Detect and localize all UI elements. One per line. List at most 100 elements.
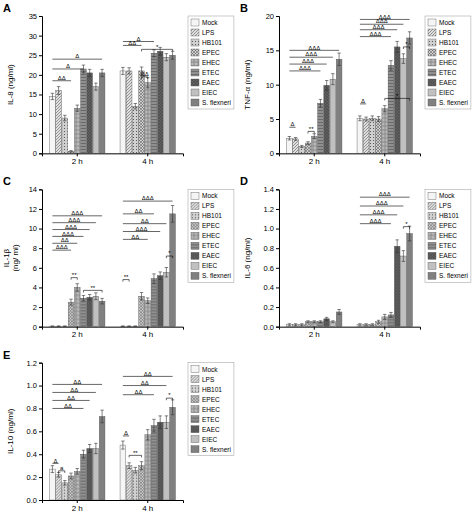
bar [394, 246, 400, 326]
error-bar [152, 274, 155, 283]
sig-label: ΔΔ [134, 208, 142, 214]
error-bar [158, 47, 161, 55]
sig-label: ΔΔΔ [302, 58, 314, 64]
error-bar [306, 321, 309, 323]
error-bar [371, 116, 374, 121]
sig-label: ** [133, 450, 138, 456]
tick-mark [147, 153, 148, 156]
y-tick: 10 [266, 81, 279, 90]
bar [87, 73, 93, 153]
error-bar [63, 481, 66, 486]
legend-label: HB101 [439, 212, 459, 219]
legend-label: S. flexneri [439, 99, 468, 106]
y-tick: 1.0 [264, 224, 279, 233]
legend-swatch [191, 69, 199, 76]
legend-swatch [428, 262, 436, 269]
legend-swatch [191, 29, 199, 36]
y-tick: 0 [33, 323, 42, 332]
tick-label: 0 [33, 149, 37, 158]
sig-bracket [403, 47, 409, 49]
tick-label: 30 [29, 32, 37, 41]
y-axis: 0.00.20.40.60.81.01.21.4 [264, 185, 280, 331]
legend-label: LPS [202, 29, 215, 36]
bar [120, 326, 126, 327]
legend-swatch [428, 29, 436, 36]
sig-bracket [129, 455, 141, 457]
sig-label: ΔΔΔ [379, 14, 391, 20]
tick-mark [276, 16, 279, 17]
error-bar [69, 299, 72, 305]
bar [369, 118, 375, 153]
legend-label: EAEC [439, 79, 457, 86]
plot-area [50, 47, 176, 153]
error-bar [63, 325, 66, 326]
bar [132, 470, 138, 500]
legend-swatch [428, 59, 436, 66]
sig-label: ΔΔ [144, 371, 152, 377]
sig-label: ** [90, 285, 95, 291]
bar [336, 59, 342, 153]
tick-label: 2 h [72, 504, 83, 513]
y-label-line: (ng/ ml) [11, 244, 20, 271]
sig-label: Δ [54, 458, 58, 464]
legend-swatch [191, 49, 199, 56]
sig-label: ΔΔ [134, 389, 142, 395]
y-tick: 35 [29, 12, 42, 21]
axis-line [43, 154, 184, 157]
tick-mark [39, 477, 42, 478]
bar [145, 301, 151, 327]
panel: 0.00.20.40.60.81.01.21.42 h4 hIL-6 (ng/m… [240, 175, 471, 339]
sig-label: ΔΔ [128, 40, 136, 46]
tick-label: 1.0 [27, 381, 37, 390]
x-axis: 2 h4 h [43, 327, 184, 340]
legend-swatch [191, 426, 199, 433]
bar [170, 55, 176, 153]
y-tick: 15 [266, 46, 279, 55]
error-bar [171, 51, 174, 59]
legend-label: Mock [202, 19, 218, 26]
error-bar [395, 41, 398, 52]
error-bar [165, 54, 168, 61]
legend-swatch [191, 262, 199, 269]
bar [56, 326, 62, 327]
legend-swatch [428, 39, 436, 46]
error-bar [325, 81, 328, 91]
error-bar [63, 115, 66, 120]
sig-bracket [142, 49, 173, 51]
bar [363, 119, 369, 153]
tick-label: 4 h [142, 330, 153, 339]
sig-bracket [166, 256, 172, 258]
tick-label: 0.0 [27, 496, 37, 505]
tick-mark [39, 408, 42, 409]
legend-label: EPEC [439, 222, 457, 229]
bar [363, 325, 369, 327]
bar [99, 416, 105, 500]
sig-label: * [405, 41, 408, 47]
sig-label: ΔΔ [141, 218, 149, 224]
x-tick: 4 h [379, 327, 390, 340]
axis-line [280, 154, 421, 157]
sig-label: ΔΔ [141, 71, 149, 77]
error-bar [134, 325, 137, 326]
legend-swatch [191, 79, 199, 86]
bar [56, 91, 62, 154]
tick-mark [276, 209, 279, 210]
y-tick: 8 [33, 244, 42, 253]
legend-swatch [191, 212, 199, 219]
legend-label: ETEC [439, 69, 457, 76]
sig-label: ΔΔΔ [369, 31, 381, 37]
bar [357, 118, 363, 153]
bar [81, 69, 87, 153]
tick-mark [39, 454, 42, 455]
tick-mark [77, 500, 78, 503]
error-bar [337, 53, 340, 65]
tick-mark [39, 500, 42, 501]
bar [157, 422, 163, 500]
error-bar [371, 324, 374, 326]
error-bar [140, 293, 143, 300]
y-tick: 25 [29, 51, 42, 60]
y-label: IL-6 (ng/ml) [243, 237, 252, 278]
error-bar [395, 240, 398, 253]
bar [93, 449, 99, 500]
error-bar [158, 272, 161, 279]
